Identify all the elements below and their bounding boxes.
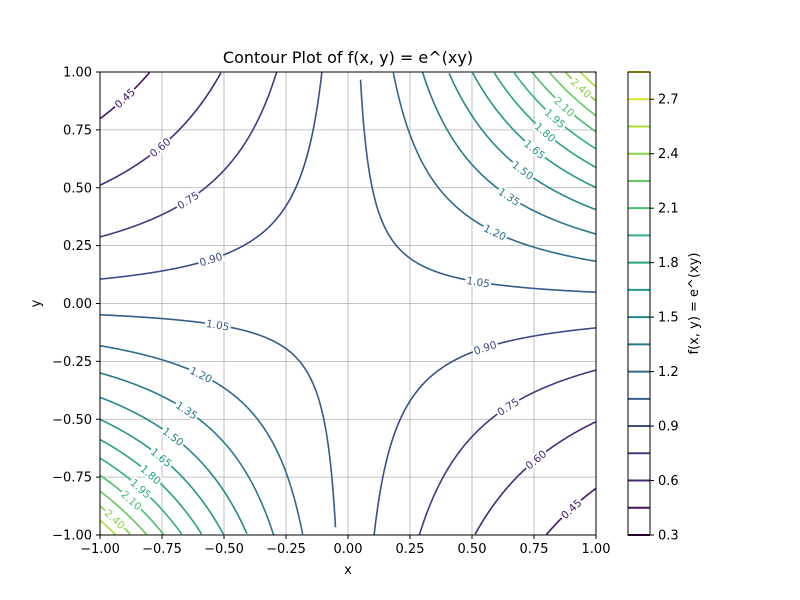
contour-label-bg	[495, 184, 524, 209]
contour-label-bg	[464, 274, 492, 290]
y-tick-label: 0.75	[63, 123, 92, 138]
contour-label-bg	[174, 188, 202, 212]
contour-line	[548, 71, 597, 117]
x-axis-ticks: −1.00 −0.75 −0.50 −0.25 0.00 0.25 0.50 0.75 1.00	[80, 535, 610, 557]
contour-label: 1.05	[205, 318, 230, 334]
y-tick-label: −0.25	[52, 355, 92, 370]
contour-label-bg	[531, 119, 559, 146]
colorbar-tick-label: 2.7	[658, 93, 679, 108]
y-axis-ticks: −1.00 −0.75 −0.50 −0.25 0.00 0.25 0.50 0.75 1.00	[52, 66, 100, 544]
y-tick-label: −0.50	[52, 413, 92, 428]
contour-label-bg	[186, 364, 216, 386]
colorbar-label: f(x, y) = e^(xy)	[687, 253, 702, 355]
contour-label-bg	[196, 250, 225, 269]
contour-label-bg	[522, 447, 550, 473]
colorbar-tick-label: 1.2	[658, 365, 679, 380]
contour-label-bg	[159, 424, 187, 449]
y-tick-label: 1.00	[63, 66, 92, 81]
x-tick-label: −0.50	[204, 542, 244, 557]
y-tick-label: 0.00	[63, 297, 92, 312]
contour-label-bg	[172, 398, 201, 423]
contour-label-bg	[204, 317, 232, 333]
contour-label-bg	[521, 136, 549, 162]
contour-label-bg	[137, 461, 165, 488]
contour-label-bg	[146, 134, 174, 160]
contour-line	[99, 519, 117, 536]
colorbar-tick-label: 0.9	[658, 420, 679, 435]
contour-label-bg	[471, 338, 500, 357]
x-tick-label: 0.75	[520, 542, 549, 557]
contour-label-bg	[111, 85, 139, 111]
colorbar-tick-label: 2.1	[658, 202, 679, 217]
contour-label-bg	[480, 221, 510, 243]
contour-label-bg	[101, 506, 129, 532]
x-tick-label: 1.00	[582, 542, 611, 557]
colorbar-tick-label: 0.6	[658, 474, 679, 489]
contour-label: 1.05	[466, 275, 491, 291]
y-axis-label: y	[29, 299, 44, 307]
contour-line	[99, 490, 148, 536]
x-tick-label: −0.75	[142, 542, 182, 557]
contour-line	[579, 71, 597, 88]
contour-label-bg	[127, 475, 155, 502]
colorbar-tick-label: 1.8	[658, 256, 679, 271]
colorbar-tick-label: 0.3	[658, 529, 679, 544]
y-tick-label: 0.25	[63, 239, 92, 254]
x-tick-label: 0.00	[334, 542, 363, 557]
x-tick-label: 0.25	[396, 542, 425, 557]
contour-label-bg	[557, 496, 585, 522]
y-tick-label: −1.00	[52, 529, 92, 544]
contour-label-bg	[567, 75, 595, 101]
colorbar: 0.3 0.6 0.9 1.2 1.5 1.8 2.1 2.4 2.7	[627, 71, 679, 544]
contour-label-bg	[541, 105, 569, 132]
y-tick-label: 0.50	[63, 181, 92, 196]
contour-label-bg	[494, 395, 522, 419]
chart-title: Contour Plot of f(x, y) = e^(xy)	[223, 48, 473, 67]
x-axis-label: x	[344, 563, 352, 578]
colorbar-tick-label: 2.4	[658, 147, 679, 162]
contour-label-bg	[551, 93, 578, 120]
contour-label-bg	[147, 445, 175, 471]
contour-label-bg	[118, 487, 145, 514]
x-tick-label: 0.50	[458, 542, 487, 557]
colorbar-tick-label: 1.5	[658, 311, 679, 326]
y-tick-label: −0.75	[52, 471, 92, 486]
colorbar-frame	[627, 71, 651, 536]
contour-label-bg	[509, 158, 537, 183]
x-tick-label: −1.00	[80, 542, 120, 557]
x-tick-label: −0.25	[266, 542, 306, 557]
contour-labels: 0.450.450.600.600.750.750.900.901.051.05…	[101, 75, 595, 532]
